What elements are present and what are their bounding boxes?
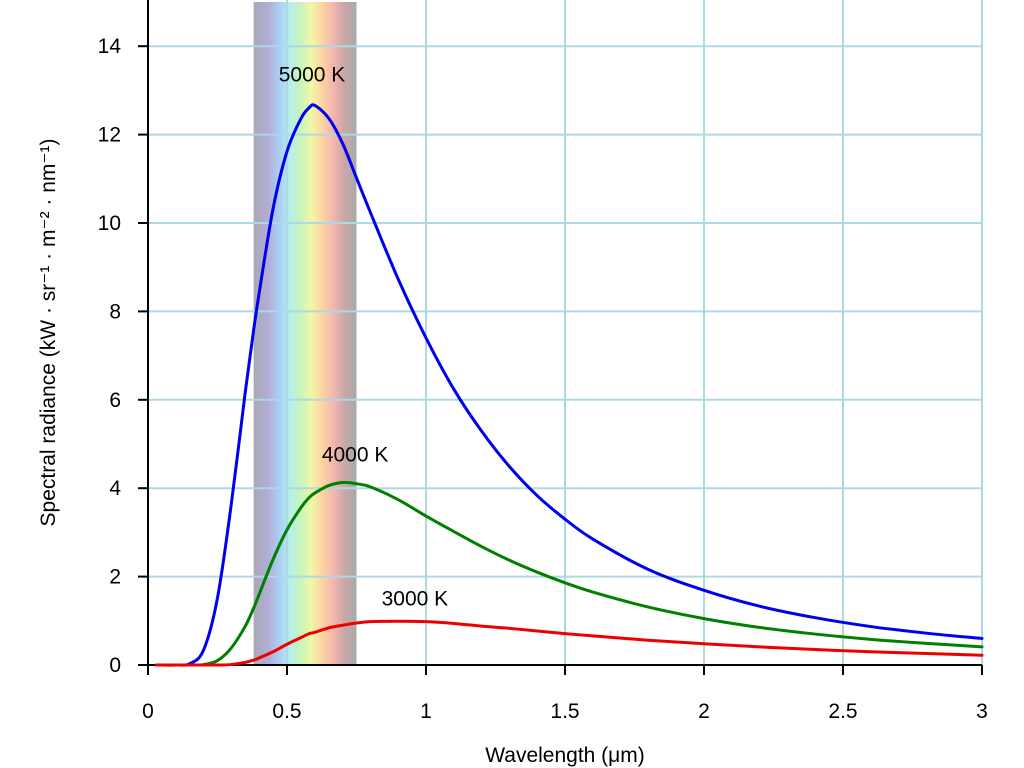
y-tick-label: 4 (109, 477, 121, 500)
x-tick-label: 3 (976, 700, 988, 723)
series-label-5000-k: 5000 K (279, 64, 346, 87)
y-axis-title: Spectral radiance (kW · sr⁻¹ · m⁻² · nm⁻… (37, 139, 60, 527)
series-line-4000-k (154, 480, 984, 667)
y-tick-label: 12 (98, 124, 121, 147)
x-tick-label: 1.5 (550, 700, 579, 723)
series-line-3000-k (154, 619, 984, 667)
series-line-5000-k (154, 103, 984, 667)
y-tick-label: 8 (109, 300, 121, 323)
y-tick-label: 6 (109, 389, 121, 412)
y-tick-label: 0 (109, 654, 121, 677)
x-tick-label: 2.5 (828, 700, 857, 723)
y-tick-label: 2 (109, 566, 121, 589)
series-label-3000-k: 3000 K (382, 587, 449, 610)
series-label-4000-k: 4000 K (322, 444, 389, 467)
x-tick-label: 0 (142, 700, 154, 723)
y-tick-label: 10 (98, 212, 121, 235)
x-tick-label: 2 (698, 700, 710, 723)
y-tick-label: 14 (98, 35, 122, 58)
x-tick-label: 0.5 (272, 700, 301, 723)
x-axis-title: Wavelength (μm) (485, 744, 645, 767)
x-tick-label: 1 (420, 700, 432, 723)
